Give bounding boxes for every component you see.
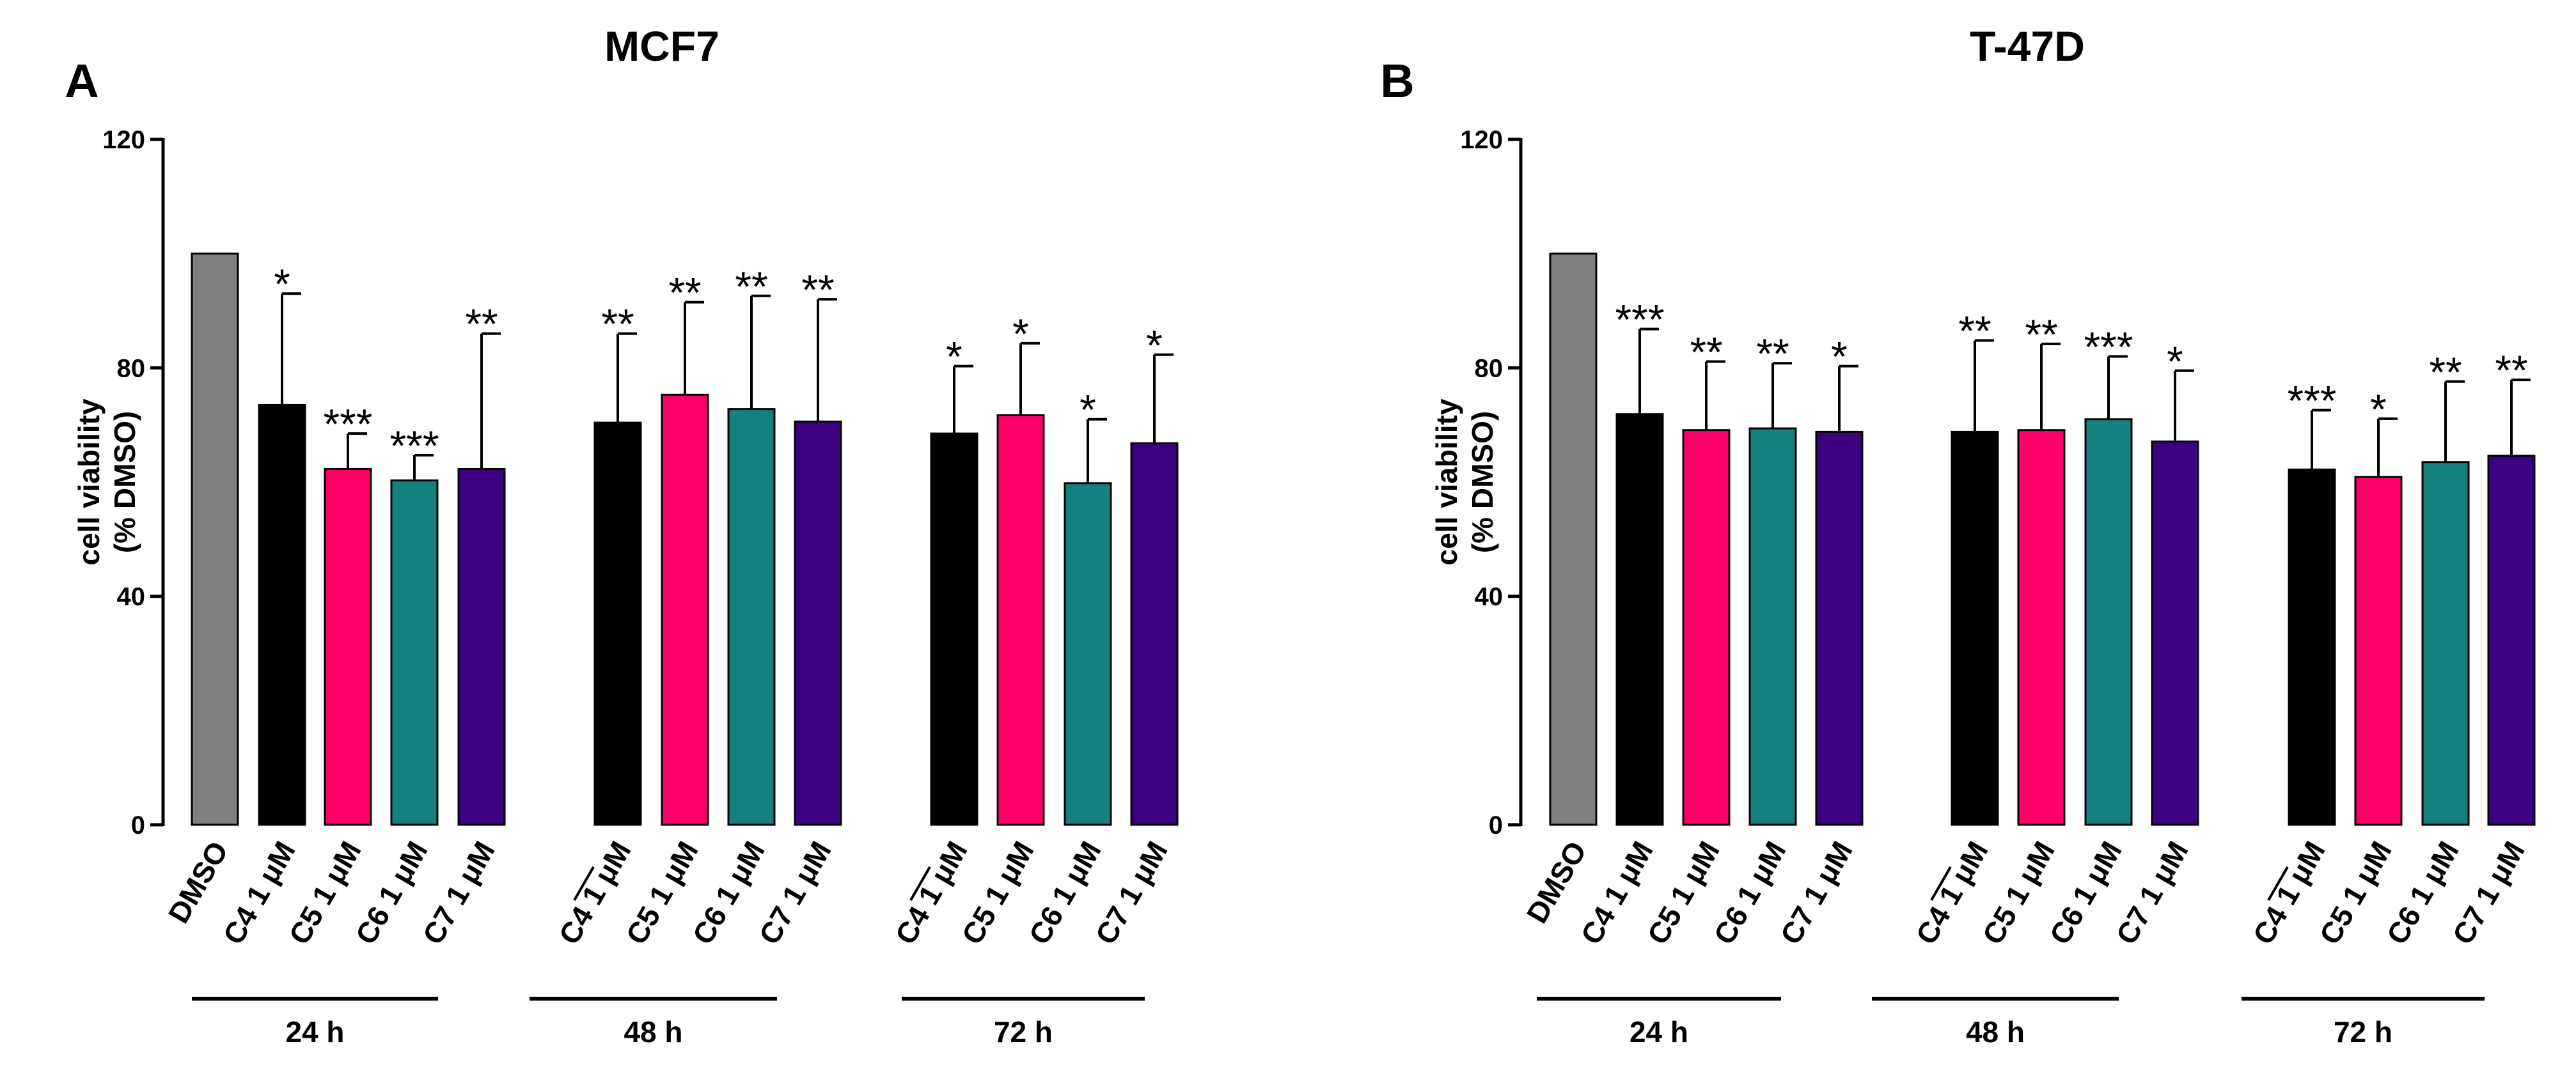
significance-label: *** [389, 422, 439, 469]
significance-label: ** [801, 266, 834, 313]
significance-label: *** [1615, 296, 1664, 343]
bar [794, 420, 842, 826]
bar [2288, 468, 2336, 826]
x-tick-dash [573, 866, 595, 901]
significance-label: ** [2025, 311, 2057, 358]
bar [2421, 461, 2470, 826]
y-tick-label: 120 [102, 126, 145, 154]
bar [1815, 430, 1864, 826]
bar [2151, 441, 2199, 826]
significance-label: ** [2495, 347, 2527, 394]
significance-label: * [1080, 386, 1096, 433]
group-label: 72 h [2334, 1015, 2392, 1049]
x-tick-dash [1930, 866, 1952, 901]
significance-label: *** [2287, 377, 2336, 424]
y-tick-label: 80 [117, 354, 146, 382]
x-tick-label: DMSO [162, 836, 235, 929]
significance-label: ** [1690, 329, 1722, 376]
y-tick-label: 0 [131, 811, 145, 839]
bar [258, 403, 306, 826]
bar [1748, 427, 1797, 826]
group-label: 48 h [624, 1015, 682, 1049]
x-tick-dash [909, 866, 931, 901]
y-axis-label: cell viability(% DMSO) [1430, 398, 1499, 565]
significance-label: * [1146, 322, 1163, 369]
group-label: 24 h [285, 1015, 344, 1049]
significance-label: ** [601, 300, 634, 348]
panel-title: MCF7 [604, 22, 719, 70]
significance-label: * [1831, 333, 1848, 380]
bar [2017, 429, 2066, 826]
significance-label: ** [2429, 348, 2462, 396]
panel-letter: A [65, 54, 98, 107]
group-label: 24 h [1630, 1015, 1688, 1049]
bar [191, 253, 239, 826]
significance-label: * [2167, 338, 2183, 385]
bar [930, 432, 978, 826]
y-axis-label-line1: cell viability [1430, 398, 1463, 565]
bar [593, 421, 642, 826]
y-tick-label: 80 [1475, 354, 1504, 382]
x-tick-dash [2267, 866, 2289, 901]
bar [996, 414, 1045, 826]
bar [661, 393, 709, 826]
bar [2487, 455, 2536, 826]
y-axis-label-line1: cell viability [72, 398, 106, 565]
bar [2084, 418, 2133, 826]
bar [457, 467, 506, 826]
significance-label: ** [668, 269, 701, 316]
significance-label: * [2370, 386, 2387, 433]
significance-label: * [946, 333, 962, 380]
y-axis-label: cell viability(% DMSO) [72, 398, 141, 565]
y-axis-label-line2: (% DMSO) [108, 411, 141, 553]
bar [1615, 413, 1664, 826]
group-label: 72 h [994, 1015, 1053, 1049]
bar [1130, 442, 1179, 826]
significance-label: ** [465, 300, 498, 348]
y-tick-label: 0 [1489, 811, 1503, 839]
bar [1549, 253, 1598, 826]
significance-label: ** [1958, 307, 1991, 354]
y-tick-label: 40 [1475, 583, 1504, 611]
panel-letter: B [1380, 54, 1414, 107]
significance-label: *** [2084, 323, 2133, 370]
significance-label: * [1012, 310, 1029, 357]
significance-label: ** [735, 263, 767, 310]
bar [1064, 482, 1112, 826]
panel-title: T-47D [1970, 22, 2085, 70]
y-tick-label: 120 [1460, 126, 1503, 154]
bar [727, 408, 776, 826]
group-label: 48 h [1966, 1015, 2025, 1049]
bar [390, 479, 439, 826]
bar [2354, 476, 2403, 826]
bar [324, 467, 372, 826]
significance-label: *** [323, 400, 372, 448]
y-axis-label-line2: (% DMSO) [1466, 411, 1499, 553]
bar [1951, 430, 1999, 826]
significance-label: * [274, 260, 290, 308]
bar [1682, 429, 1731, 826]
y-tick-label: 40 [117, 583, 146, 611]
significance-label: ** [1756, 330, 1789, 377]
x-tick-label: DMSO [1520, 836, 1593, 929]
